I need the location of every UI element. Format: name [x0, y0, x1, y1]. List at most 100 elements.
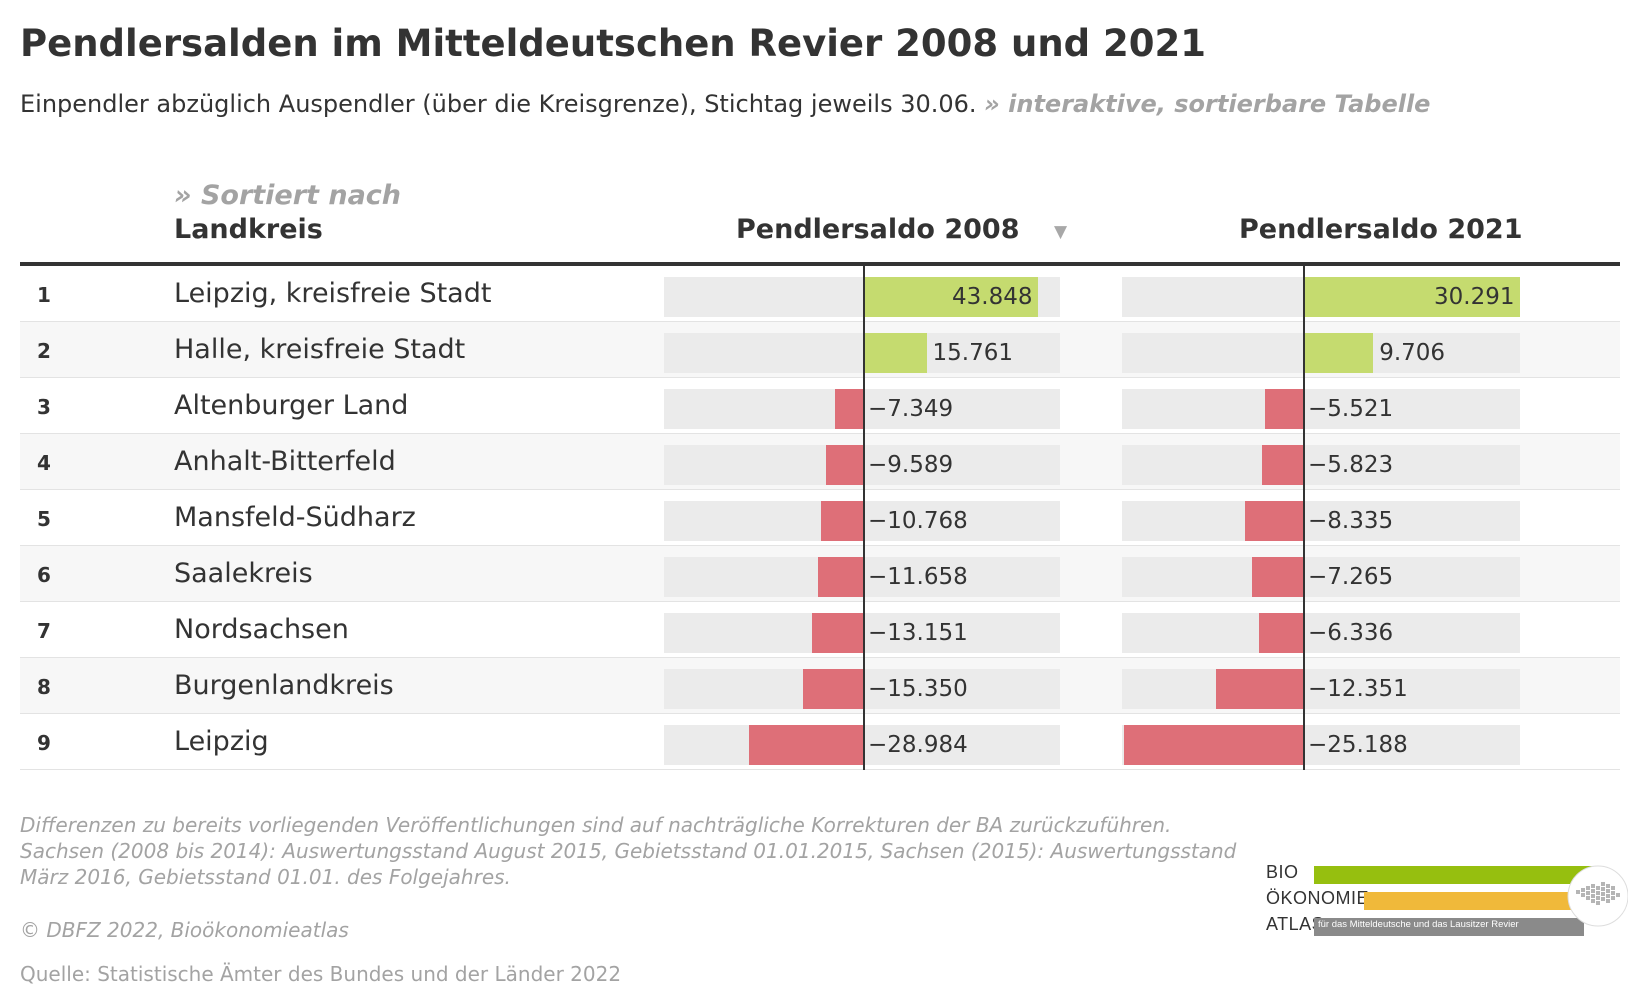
bar-track-2021: 30.291	[1122, 277, 1520, 317]
sort-descending-icon[interactable]: ▼	[1054, 222, 1068, 242]
value-label-2008: −7.349	[868, 396, 954, 422]
bar-track-2008: −7.349	[664, 389, 1060, 429]
logo-yellow-bar	[1364, 892, 1624, 910]
row-landkreis-name: Halle, kreisfreie Stadt	[174, 334, 466, 365]
bar-2021	[1262, 445, 1304, 485]
bar-2008	[834, 389, 864, 429]
bar-track-2008: −9.589	[664, 445, 1060, 485]
value-label-2008: −10.768	[868, 508, 968, 534]
chart-title: Pendlersalden im Mitteldeutschen Revier …	[20, 22, 1207, 65]
column-header-saldo-2021[interactable]: Pendlersaldo 2021	[1239, 214, 1523, 245]
bar-track-2008: −15.350	[664, 669, 1060, 709]
bar-2008	[825, 445, 864, 485]
bar-2008	[821, 501, 864, 541]
bar-track-2008: −10.768	[664, 501, 1060, 541]
bar-2021	[1304, 277, 1520, 317]
bar-2021	[1252, 557, 1304, 597]
value-label-2008: −28.984	[868, 732, 968, 758]
row-rank: 5	[37, 507, 51, 531]
row-rank: 2	[37, 339, 51, 363]
chart-subtitle: Einpendler abzüglich Auspendler (über di…	[20, 90, 1430, 118]
bar-track-2008: 43.848	[664, 277, 1060, 317]
interactive-table-link[interactable]: » interaktive, sortierbare Tabelle	[984, 90, 1431, 118]
value-label-2021: −6.336	[1308, 620, 1394, 646]
bar-track-2021: −7.265	[1122, 557, 1520, 597]
value-label-2008: −15.350	[868, 676, 968, 702]
bar-2008	[817, 557, 864, 597]
table-row: 1 Leipzig, kreisfreie Stadt 43.848 30.291	[20, 266, 1620, 322]
bar-2021	[1215, 669, 1304, 709]
bar-2021	[1264, 389, 1304, 429]
table-row: 2 Halle, kreisfreie Stadt 15.761 9.706	[20, 322, 1620, 378]
row-rank: 8	[37, 675, 51, 699]
row-landkreis-name: Burgenlandkreis	[174, 670, 394, 701]
table-row: 9 Leipzig −28.984 −25.188	[20, 714, 1620, 770]
source-note: Quelle: Statistische Ämter des Bundes un…	[20, 962, 622, 986]
row-rank: 7	[37, 619, 51, 643]
column-header-saldo-2008[interactable]: Pendlersaldo 2008	[736, 214, 1020, 245]
logo-line-bio: BIO	[1266, 862, 1299, 882]
value-label-2021: −5.823	[1308, 452, 1394, 478]
zero-axis-2008	[863, 266, 865, 770]
bar-2008	[748, 725, 864, 765]
row-landkreis-name: Anhalt-Bitterfeld	[174, 446, 396, 477]
row-rank: 6	[37, 563, 51, 587]
table-body: 1 Leipzig, kreisfreie Stadt 43.848 30.291 2 H…	[20, 266, 1620, 770]
logo-line-oekonomie: ÖKONOMIE	[1266, 888, 1370, 908]
row-rank: 1	[37, 283, 51, 307]
header-rule	[20, 262, 1620, 266]
bioeconomy-atlas-logo: BIO ÖKONOMIE ATLAS für das Mitteldeutsch…	[1266, 862, 1628, 957]
bar-track-2008: −11.658	[664, 557, 1060, 597]
zero-axis-2021	[1303, 266, 1305, 770]
region-map-icon	[1567, 865, 1628, 927]
table-row: 5 Mansfeld-Südharz −10.768 −8.335	[20, 490, 1620, 546]
bar-2008	[803, 669, 864, 709]
row-rank: 3	[37, 395, 51, 419]
bar-track-2021: −6.336	[1122, 613, 1520, 653]
subtitle-text: Einpendler abzüglich Auspendler (über di…	[20, 90, 977, 118]
value-label-2021: −12.351	[1308, 676, 1408, 702]
logo-tagline: für das Mitteldeutsche und das Lausitzer…	[1318, 919, 1519, 930]
value-label-2008: −11.658	[868, 564, 968, 590]
value-label-2021: −8.335	[1308, 508, 1394, 534]
bar-2021	[1244, 501, 1304, 541]
bar-2008	[811, 613, 864, 653]
row-landkreis-name: Saalekreis	[174, 558, 313, 589]
footnote: Differenzen zu bereits vorliegenden Verö…	[20, 813, 1237, 889]
value-label-2008: 43.848	[952, 284, 1033, 310]
row-rank: 9	[37, 731, 51, 755]
table-row: 8 Burgenlandkreis −15.350 −12.351	[20, 658, 1620, 714]
value-label-2021: 30.291	[1434, 284, 1515, 310]
bar-2021	[1124, 725, 1304, 765]
bar-2008	[864, 277, 1038, 317]
value-label-2021: −5.521	[1308, 396, 1394, 422]
table-row: 7 Nordsachsen −13.151 −6.336	[20, 602, 1620, 658]
value-label-2008: 15.761	[932, 340, 1014, 366]
bar-track-2021: 9.706	[1122, 333, 1520, 373]
bar-2021	[1304, 333, 1374, 373]
bar-track-2008: −13.151	[664, 613, 1060, 653]
bar-track-2021: −5.823	[1122, 445, 1520, 485]
bar-track-2008: 15.761	[664, 333, 1060, 373]
table-row: 6 Saalekreis −11.658 −7.265	[20, 546, 1620, 602]
copyright: © DBFZ 2022, Bioökonomieatlas	[20, 918, 349, 942]
row-landkreis-name: Mansfeld-Südharz	[174, 502, 416, 533]
value-label-2021: 9.706	[1379, 340, 1446, 366]
logo-line-atlas: ATLAS	[1266, 914, 1325, 934]
row-rank: 4	[37, 451, 51, 475]
value-label-2008: −9.589	[868, 452, 954, 478]
logo-green-bar	[1314, 866, 1600, 884]
column-header-landkreis[interactable]: Landkreis	[174, 214, 323, 245]
value-label-2008: −13.151	[868, 620, 968, 646]
bar-track-2021: −5.521	[1122, 389, 1520, 429]
value-label-2021: −7.265	[1308, 564, 1394, 590]
bar-track-2021: −12.351	[1122, 669, 1520, 709]
row-landkreis-name: Nordsachsen	[174, 614, 349, 645]
bar-2008	[864, 333, 927, 373]
logo-grey-bar	[1314, 918, 1584, 936]
bar-2021	[1258, 613, 1304, 653]
bar-track-2021: −25.188	[1122, 725, 1520, 765]
table-row: 4 Anhalt-Bitterfeld −9.589 −5.823	[20, 434, 1620, 490]
sort-hint: » Sortiert nach	[174, 180, 402, 211]
row-landkreis-name: Leipzig, kreisfreie Stadt	[174, 278, 492, 309]
